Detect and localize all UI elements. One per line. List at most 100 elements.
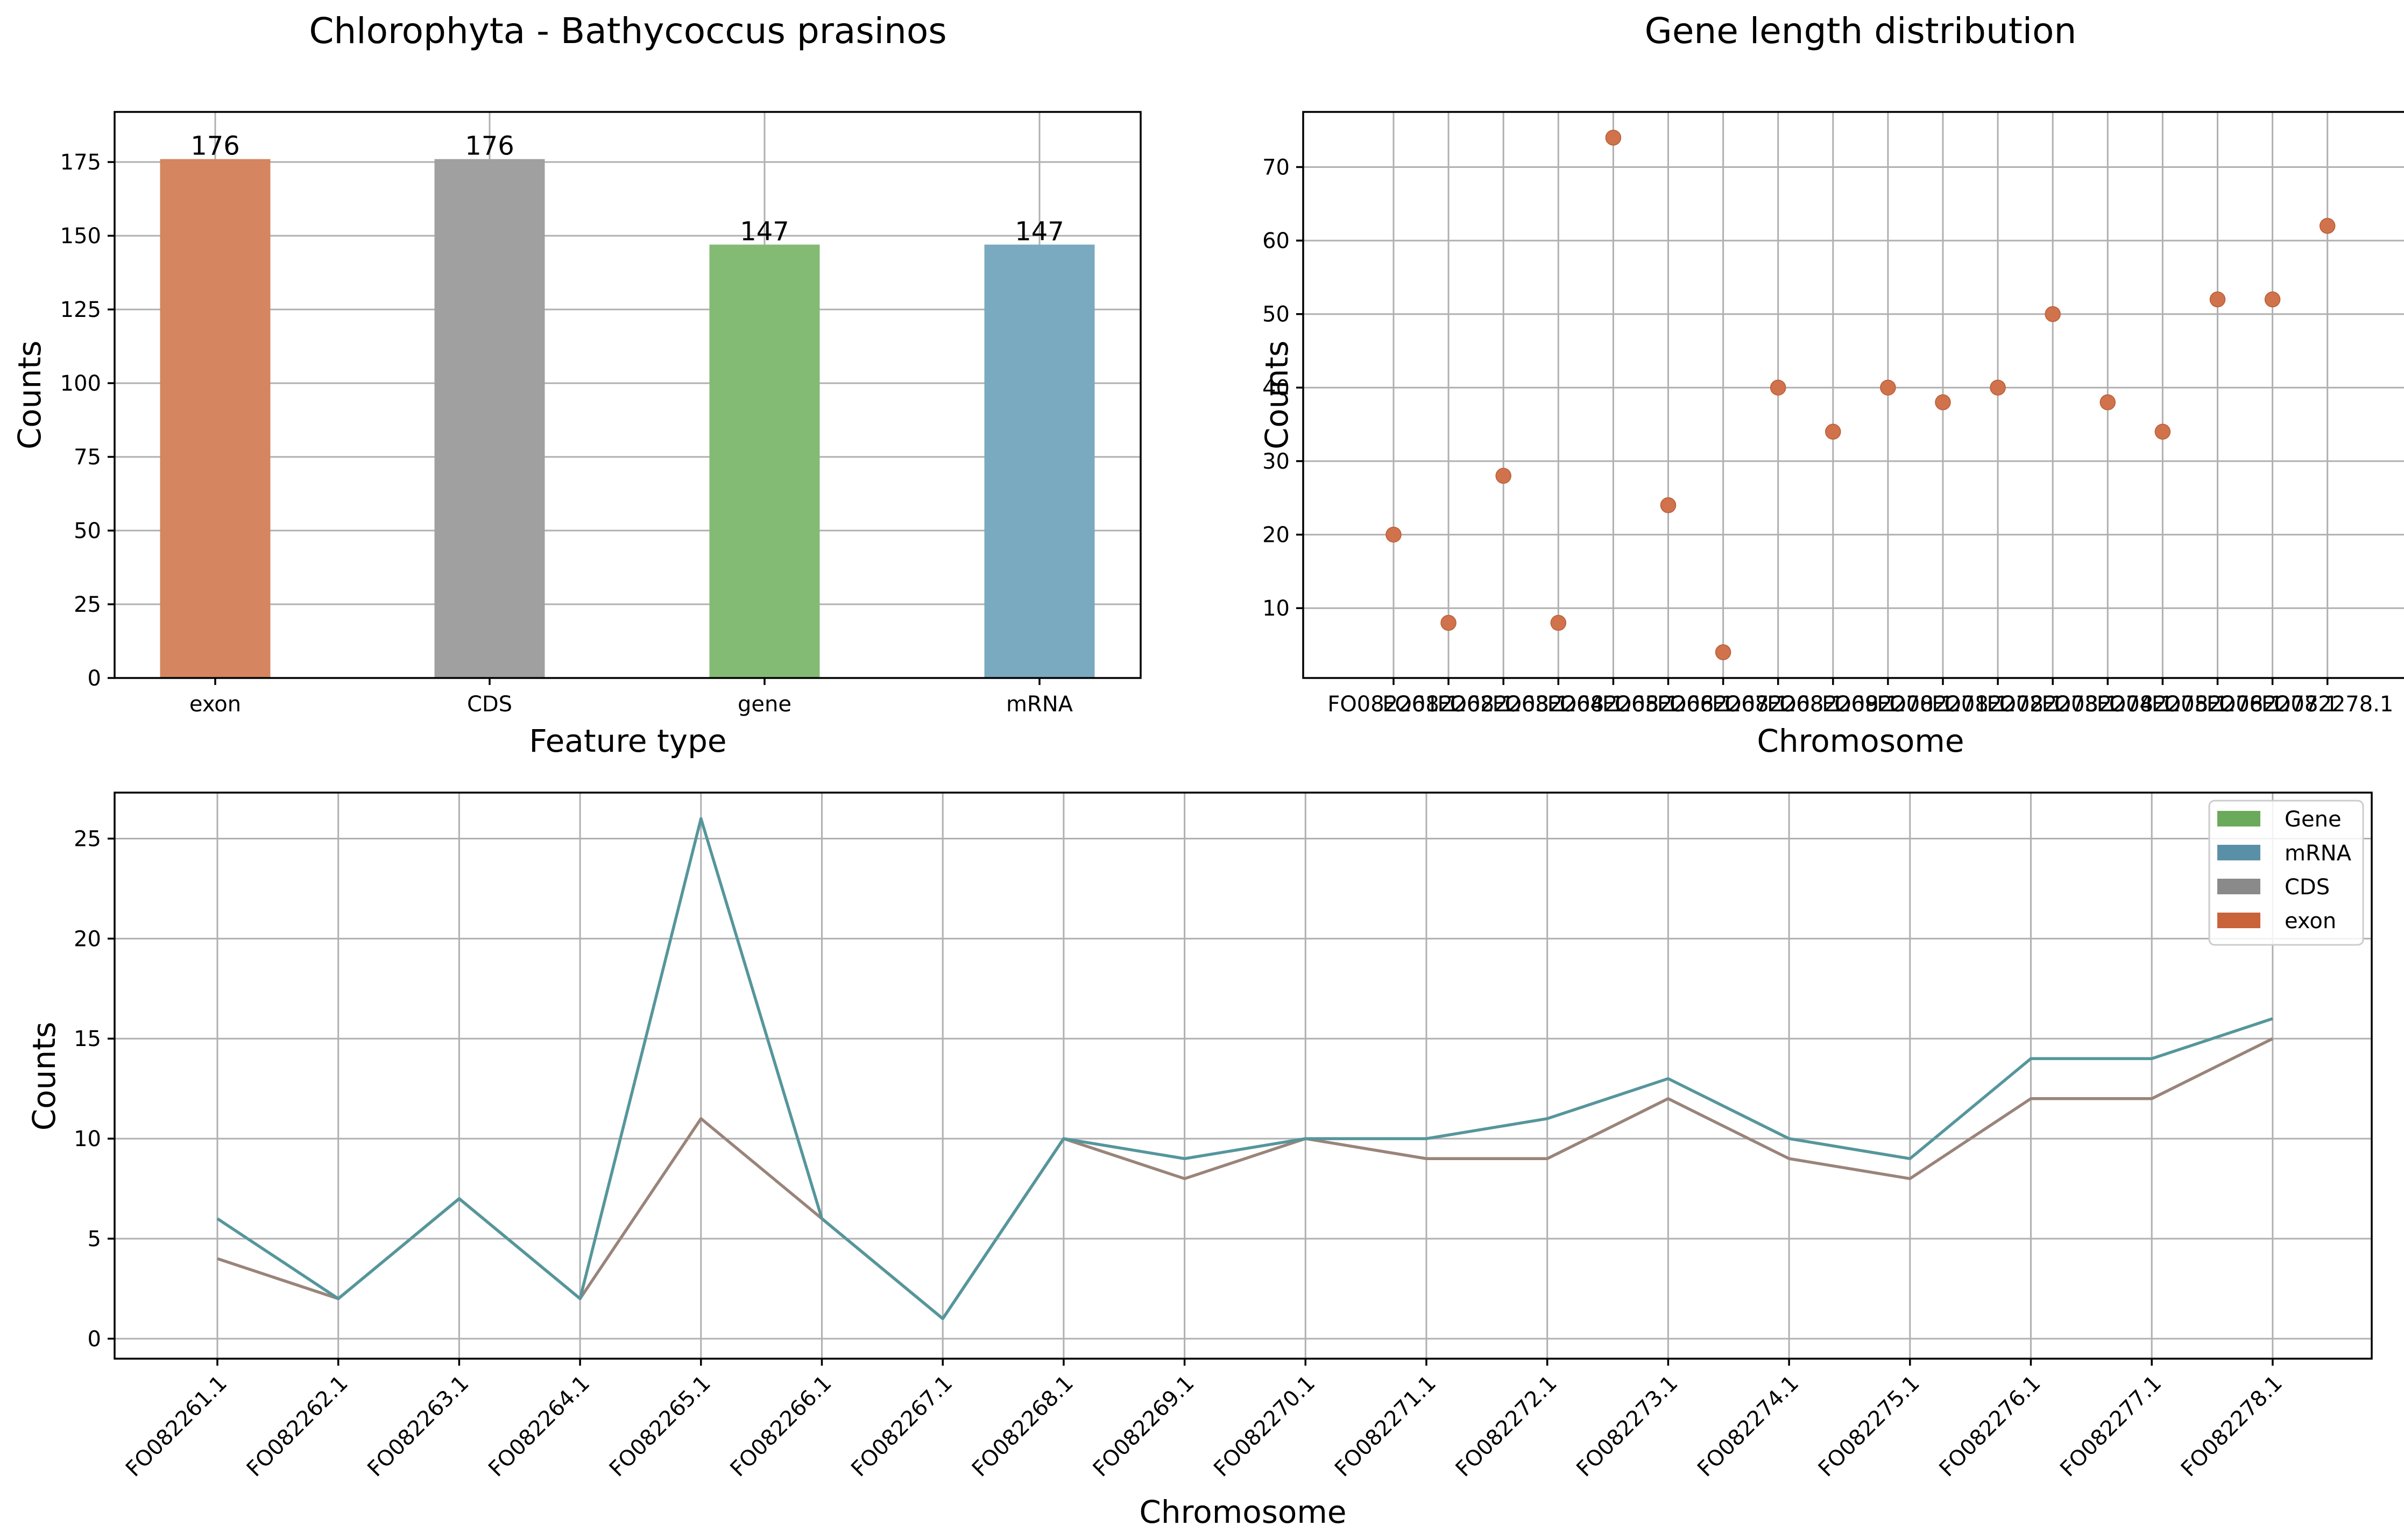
line-series-mrna: [216, 817, 2273, 1320]
line-y-tick-label-5: 5: [88, 1227, 101, 1252]
legend-swatch-cds: [2217, 879, 2260, 894]
scatter-x-tick-label-fo082269-1: FO082269.1: [1767, 692, 1899, 717]
scatter-x-tick-label-fo082273-1: FO082273.1: [1987, 692, 2119, 717]
scatter-x-tick-label-fo082274-1: FO082274.1: [2042, 692, 2174, 717]
scatter-x-tick-label-fo082266-1: FO082266.1: [1602, 692, 1734, 717]
bar-data-label-gene: 147: [740, 217, 789, 247]
bar-chart-y-label: Counts: [11, 341, 48, 449]
scatter-x-tick-label-fo082277-1: FO082277.1: [2207, 692, 2338, 717]
bar-x-tick-label-mrna: mRNA: [1006, 692, 1073, 717]
scatter-chart-title: Gene length distribution: [1645, 10, 2077, 52]
legend-label-mrna: mRNA: [2285, 841, 2352, 866]
scatter-y-tick-label-70: 70: [1262, 155, 1290, 180]
bar-data-label-cds: 176: [465, 131, 514, 161]
scatter-point-fo082274-1: [2099, 394, 2116, 411]
bar-x-tick-label-gene: gene: [738, 692, 791, 717]
bar-mrna: [984, 244, 1095, 678]
scatter-x-tick-label-fo082276-1: FO082276.1: [2152, 692, 2283, 717]
bar-y-tick-label-125: 125: [60, 298, 101, 322]
scatter-x-tick-label-fo082271-1: FO082271.1: [1877, 692, 2009, 717]
bar-chart-title: Chlorophyta - Bathycoccus prasinos: [309, 10, 946, 52]
line-y-tick-label-15: 15: [74, 1027, 101, 1051]
bar-chart-x-ticks: exon CDS gene mRNA: [189, 678, 1073, 717]
scatter-y-tick-label-20: 20: [1262, 523, 1290, 548]
scatter-y-tick-label-30: 30: [1262, 449, 1290, 474]
line-y-tick-label-20: 20: [74, 927, 101, 951]
bar-chart-bars: [160, 159, 1095, 679]
scatter-chart-y-label: Counts: [1258, 341, 1295, 449]
bar-y-tick-label-25: 25: [74, 592, 101, 617]
scatter-point-fo082270-1: [1880, 379, 1896, 396]
scatter-chart-x-label: Chromosome: [1757, 723, 1964, 759]
scatter-point-fo082265-1: [1605, 130, 1622, 146]
line-chart-grid: [115, 793, 2372, 1359]
scatter-x-tick-label-fo082263-1: FO082263.1: [1438, 692, 1569, 717]
bar-chart-y-ticks: 0 25 50 75 100 125 150 175: [60, 150, 115, 691]
line-chart-x-label: Chromosome: [1139, 1494, 1346, 1530]
scatter-point-fo082277-1: [2264, 291, 2281, 308]
feature-type-bar-chart: Chlorophyta - Bathycoccus prasinos 176 17…: [11, 10, 1142, 759]
gene-length-scatter-chart: Gene length distribution FO082261.1FO082…: [1258, 10, 2404, 759]
legend-label-gene: Gene: [2285, 807, 2342, 832]
scatter-x-tick-label-fo082261-1: FO082261.1: [1327, 692, 1459, 717]
line-y-tick-label-0: 0: [88, 1327, 101, 1352]
bar-y-tick-label-175: 175: [60, 150, 101, 175]
scatter-chart-y-ticks: 10 20 30 40 50 60 70: [1262, 155, 1303, 621]
bar-chart-frame: [114, 111, 1142, 679]
bar-exon: [160, 159, 271, 679]
scatter-x-tick-label-fo082267-1: FO082267.1: [1657, 692, 1789, 717]
bar-y-tick-label-75: 75: [74, 445, 101, 470]
scatter-x-tick-label-fo082270-1: FO082270.1: [1822, 692, 1954, 717]
scatter-chart-x-ticks: FO082261.1FO082262.1FO082263.1FO082264.1…: [1327, 678, 2393, 717]
scatter-x-tick-label-fo082272-1: FO082272.1: [1932, 692, 2063, 717]
bar-x-tick-label-exon: exon: [189, 692, 241, 717]
line-y-tick-label-10: 10: [74, 1127, 101, 1152]
legend-label-exon: exon: [2285, 909, 2336, 934]
scatter-point-fo082276-1: [2209, 291, 2226, 308]
scatter-y-tick-label-10: 10: [1262, 596, 1290, 621]
legend-box: [2208, 800, 2364, 946]
scatter-x-tick-label-fo082265-1: FO082265.1: [1547, 692, 1679, 717]
scatter-x-tick-label-fo082268-1: FO082268.1: [1712, 692, 1844, 717]
scatter-point-fo082267-1: [1715, 644, 1731, 660]
scatter-point-fo082264-1: [1550, 614, 1567, 631]
legend-label-cds: CDS: [2285, 875, 2330, 900]
bar-data-label-exon: 176: [190, 131, 240, 161]
bar-chart-x-label: Feature type: [529, 723, 726, 759]
scatter-point-fo082275-1: [2154, 423, 2171, 440]
bar-y-tick-label-100: 100: [60, 371, 101, 396]
bar-y-tick-label-150: 150: [60, 224, 101, 249]
scatter-x-tick-label-fo082262-1: FO082262.1: [1382, 692, 1514, 717]
bar-x-tick-label-cds: CDS: [467, 692, 512, 717]
bar-data-label-mrna: 147: [1015, 217, 1064, 247]
scatter-x-tick-label-fo082275-1: FO082275.1: [2097, 692, 2229, 717]
line-chart-legend: Gene mRNA CDS exon: [2208, 800, 2364, 946]
line-chart-series: [216, 817, 2274, 1320]
scatter-chart-frame: [1302, 111, 2404, 679]
scatter-y-tick-label-40: 40: [1262, 376, 1290, 400]
scatter-y-tick-label-60: 60: [1262, 229, 1290, 253]
scatter-point-fo082261-1: [1385, 526, 1402, 543]
scatter-y-tick-label-50: 50: [1262, 302, 1290, 327]
scatter-point-fo082266-1: [1660, 497, 1677, 513]
scatter-chart-grid: [1303, 112, 2404, 678]
line-chart-y-label: Counts: [26, 1022, 62, 1131]
scatter-point-fo082269-1: [1825, 423, 1841, 440]
line-y-tick-label-25: 25: [74, 826, 101, 851]
scatter-point-fo082273-1: [2045, 306, 2061, 322]
legend-swatch-exon: [2217, 913, 2260, 928]
bar-chart-data-labels: 176 176 147 147: [190, 131, 1064, 247]
legend-swatch-gene: [2217, 811, 2260, 826]
line-chart-frame: [114, 792, 2373, 1360]
scatter-point-fo082263-1: [1495, 468, 1511, 484]
scatter-point-fo082262-1: [1440, 614, 1456, 631]
scatter-point-fo082272-1: [1990, 379, 2006, 396]
bar-y-tick-label-0: 0: [88, 666, 101, 691]
scatter-point-fo082271-1: [1935, 394, 1951, 411]
scatter-point-fo082278-1: [2319, 218, 2336, 234]
legend-swatch-mrna: [2217, 845, 2260, 860]
scatter-chart-points: [1385, 130, 2336, 660]
scatter-point-fo082268-1: [1770, 379, 1786, 396]
